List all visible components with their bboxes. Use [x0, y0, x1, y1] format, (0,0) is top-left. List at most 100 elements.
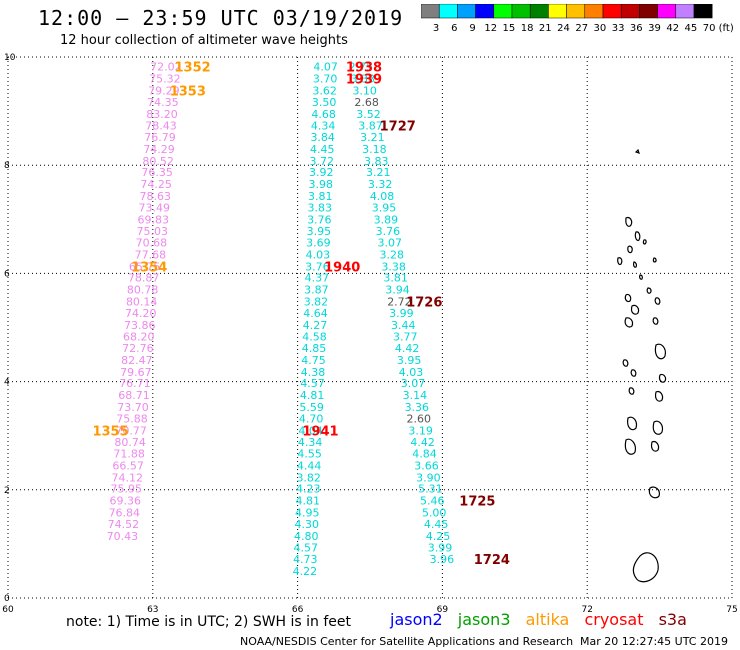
altika-swh-label: 69.36 [110, 495, 142, 508]
jason3-swh-label: 4.81 [300, 389, 325, 402]
jason3-swh-label: 5.46 [420, 495, 445, 508]
jason3-swh-label: 3.19 [408, 424, 433, 437]
altika-swh-label: 74.35 [147, 96, 179, 109]
jason3-swh-label: 4.04 [298, 424, 323, 437]
colorbar-label: 9 [469, 23, 475, 34]
jason3-swh-label: 4.42 [410, 436, 435, 449]
jason3-swh-label: 3.87 [358, 120, 383, 133]
legend-jason3: jason3 [457, 610, 511, 629]
jason3-swh-label: 3.94 [385, 284, 410, 297]
jason3-swh-label: 4.25 [426, 530, 451, 543]
legend-cryosat: cryosat [584, 610, 644, 629]
jason3-swh-label: 4.68 [311, 108, 336, 121]
jason3-swh-label: 3.77 [393, 331, 418, 344]
jason3-swh-label: 4.70 [299, 412, 324, 425]
jason3-swh-label: 3.76 [307, 213, 332, 226]
altika-swh-label: 80.14 [126, 296, 158, 309]
pass-time-label: 1940 [324, 260, 360, 275]
jason3-swh-label: 4.03 [399, 366, 424, 379]
jason3-swh-label: 3.52 [356, 108, 381, 121]
jason3-swh-label: 3.36 [405, 401, 430, 414]
altika-swh-label: 65.75 [129, 260, 161, 273]
chart-subtitle: 12 hour collection of altimeter wave hei… [60, 33, 348, 48]
colorbar-label: 36 [630, 23, 643, 34]
x-tick-label: 72 [581, 605, 592, 615]
y-tick-label: 2 [4, 486, 10, 496]
altika-swh-label: 69.83 [138, 213, 170, 226]
altika-swh-label: 76.71 [119, 377, 151, 390]
altika-swh-label: 75.03 [137, 225, 169, 238]
jason3-swh-label: 3.95 [397, 354, 422, 367]
colorbar-label: 21 [539, 23, 552, 34]
jason3-swh-label: 4.07 [313, 61, 338, 74]
jason3-swh-label: 4.75 [301, 354, 326, 367]
jason3-swh-label: 4.44 [297, 459, 322, 472]
jason3-swh-label: 2.60 [406, 412, 431, 425]
jason3-swh-label: 3.14 [403, 389, 428, 402]
jason3-swh-label: 3.81 [308, 190, 333, 203]
jason3-swh-label: 3.33 [351, 73, 376, 86]
pass-time-label: 1938 [346, 61, 382, 76]
jason3-swh-label: 3.70 [313, 73, 338, 86]
jason3-swh-label: 4.08 [370, 190, 395, 203]
data-labels: 72.0275.3279.2974.3583.2078.4376.7974.29… [107, 61, 455, 578]
jason3-swh-label: 3.76 [376, 225, 401, 238]
altika-swh-label: 79.67 [120, 366, 152, 379]
grid-lines [7, 56, 733, 599]
jason3-swh-label: 4.22 [293, 565, 318, 578]
pass-time-label: 1352 [175, 61, 211, 76]
altika-swh-label: 74.25 [140, 178, 172, 191]
jason3-swh-label: 4.45 [310, 143, 335, 156]
altika-swh-label: 75.32 [149, 73, 181, 86]
jason3-swh-label: 3.82 [296, 471, 321, 484]
colorbar-label: 15 [503, 23, 516, 34]
jason3-swh-label: 3.21 [360, 131, 385, 144]
jason3-swh-label: 4.95 [295, 507, 320, 520]
altika-swh-label: 73.49 [138, 201, 170, 214]
jason3-swh-label: 5.00 [422, 507, 447, 520]
jason3-swh-label: 4.57 [294, 542, 319, 555]
colorbar-label: 24 [557, 23, 570, 34]
altika-swh-label: 70.68 [136, 237, 168, 250]
altika-swh-label: 68.71 [118, 389, 150, 402]
jason3-swh-label: 4.38 [301, 366, 326, 379]
colorbar-label: 42 [666, 23, 679, 34]
jason3-swh-label: 3.95 [372, 201, 397, 214]
altika-swh-label: 75.95 [111, 483, 143, 496]
jason3-swh-label: 4.85 [302, 342, 327, 355]
jason3-swh-label: 3.66 [414, 459, 439, 472]
colorbar-label: 6 [451, 23, 457, 34]
colorbar-label: 30 [594, 23, 607, 34]
jason3-swh-label: 4.64 [303, 307, 328, 320]
colorbar-swatch [693, 4, 713, 19]
jason3-swh-label: 4.80 [294, 530, 319, 543]
altika-swh-label: 74.12 [111, 471, 143, 484]
jason3-swh-label: 3.89 [374, 213, 399, 226]
altika-swh-label: 74.52 [108, 518, 140, 531]
altika-swh-label: 76.84 [109, 507, 141, 520]
colorbar-label: 70 [703, 23, 716, 34]
jason3-swh-label: 2.75 [349, 61, 374, 74]
pass-time-label: 1725 [459, 495, 495, 510]
color-scale-legend: 3 6 9 12 15 18 21 24 27 30 33 36 39 42 45 70 (ft) [421, 4, 733, 34]
generated-timestamp: Mar 20 12:27:45 UTC 2019 [580, 635, 728, 648]
altika-swh-label: 82.47 [121, 354, 153, 367]
altika-swh-label: 72.02 [150, 61, 182, 74]
colorbar-unit: (ft) [719, 23, 733, 34]
jason3-swh-label: 3.87 [304, 284, 329, 297]
pass-time-label: 1724 [474, 553, 510, 568]
jason3-swh-label: 3.62 [312, 85, 337, 98]
jason3-swh-label: 5.31 [418, 483, 443, 496]
jason3-swh-label: 4.23 [296, 483, 321, 496]
jason3-swh-label: 3.81 [383, 272, 408, 285]
jason3-swh-label: 4.58 [302, 331, 327, 344]
footer-note: note: 1) Time is in UTC; 2) SWH is in fe… [66, 614, 352, 630]
jason3-swh-label: 3.69 [306, 237, 331, 250]
jason3-swh-label: 4.57 [300, 377, 325, 390]
jason3-swh-label: 3.21 [366, 166, 391, 179]
jason3-swh-label: 3.83 [308, 201, 333, 214]
altika-swh-label: 80.74 [114, 436, 146, 449]
x-tick-label: 60 [2, 605, 14, 615]
